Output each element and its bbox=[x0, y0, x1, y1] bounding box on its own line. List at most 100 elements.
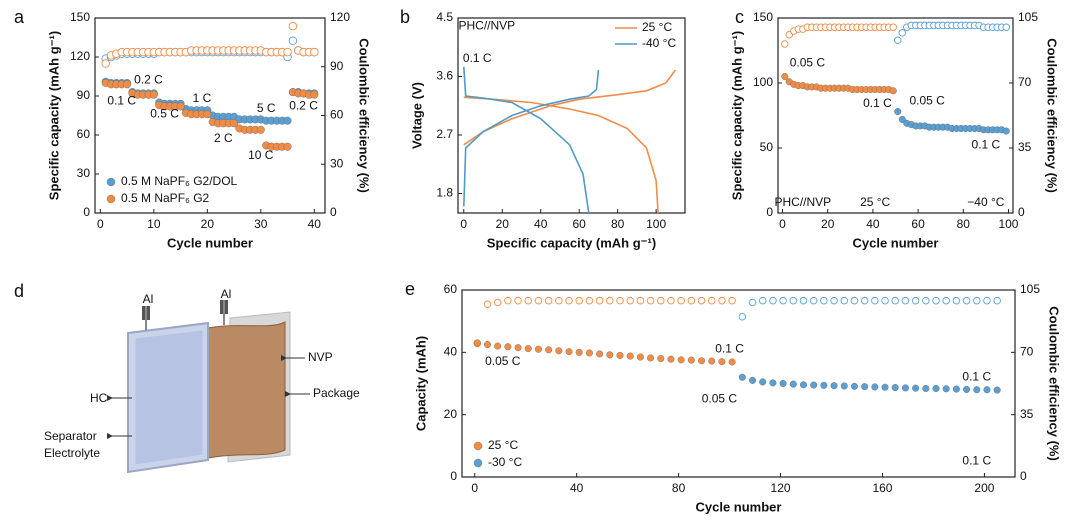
panel-label: e bbox=[405, 279, 415, 299]
capacity-point bbox=[616, 351, 624, 359]
ce-point bbox=[283, 47, 292, 57]
legend-swatch bbox=[473, 458, 483, 468]
y-tick-label: 20 bbox=[444, 407, 458, 421]
capacity-point bbox=[728, 358, 736, 366]
capacity-point bbox=[494, 342, 502, 350]
ce-point bbox=[657, 296, 665, 305]
x-tick-label: 200 bbox=[974, 481, 994, 495]
ce-point bbox=[973, 296, 981, 305]
ce-point bbox=[799, 296, 808, 305]
capacity-point bbox=[149, 90, 158, 99]
ce-point bbox=[544, 296, 553, 305]
y-tick-label: 2.7 bbox=[436, 127, 453, 141]
capacity-point bbox=[861, 383, 869, 391]
annotation: −40 °C bbox=[967, 195, 1004, 209]
label: NVP bbox=[308, 350, 333, 364]
annotation: 0.1 C bbox=[715, 341, 744, 355]
capacity-point bbox=[769, 379, 777, 387]
annotation: 0.1 C bbox=[962, 369, 991, 383]
ce-point bbox=[781, 40, 789, 48]
label: Al bbox=[221, 287, 232, 301]
ce-point bbox=[769, 296, 777, 305]
x-tick-label: 120 bbox=[771, 481, 791, 495]
x-tick-label: 60 bbox=[573, 217, 587, 231]
capacity-point bbox=[912, 384, 920, 392]
y2-tick-label: 0 bbox=[330, 205, 337, 219]
ce-point bbox=[962, 296, 971, 305]
legend-swatch bbox=[106, 177, 116, 187]
x-tick-label: 20 bbox=[496, 217, 510, 231]
capacity-point bbox=[738, 373, 746, 381]
ce-point bbox=[840, 296, 849, 305]
label: Al bbox=[143, 292, 154, 306]
x-tick-label: 40 bbox=[308, 217, 322, 231]
capacity-point bbox=[881, 383, 889, 391]
capacity-point bbox=[123, 80, 132, 89]
ce-point bbox=[898, 29, 907, 37]
capacity-point bbox=[176, 102, 185, 111]
capacity-point bbox=[894, 108, 902, 116]
capacity-point bbox=[504, 343, 512, 351]
x-axis-label: Specific capacity (mAh g⁻¹) bbox=[487, 235, 656, 250]
label: Separator bbox=[44, 429, 97, 443]
ce-point bbox=[758, 296, 767, 305]
capacity-point bbox=[781, 72, 789, 80]
y2-tick-label: 60 bbox=[330, 108, 344, 122]
y2-tick-label: 90 bbox=[330, 59, 344, 73]
y-tick-label: 40 bbox=[444, 345, 458, 359]
legend-swatch bbox=[106, 194, 116, 204]
chart-panel: b 0 20 40 60 80 100 1.8 2.7 3.6 4.5 Specific capaci… bbox=[400, 7, 686, 250]
capacity-point bbox=[698, 357, 706, 365]
y-tick-label: 0 bbox=[450, 469, 457, 483]
capacity-point bbox=[230, 119, 239, 128]
capacity-point bbox=[840, 382, 848, 390]
capacity-point bbox=[830, 382, 838, 390]
ce-point bbox=[860, 296, 869, 305]
capacity-point bbox=[789, 380, 797, 388]
ce-point bbox=[310, 47, 319, 57]
x-tick-label: 40 bbox=[866, 217, 880, 231]
x-tick-label: 30 bbox=[254, 217, 268, 231]
y-tick-label: 50 bbox=[760, 140, 774, 154]
legend-label: 0.5 M NaPF₆ G2 bbox=[121, 191, 210, 205]
capacity-point bbox=[932, 384, 940, 392]
panel-label: b bbox=[400, 7, 410, 27]
legend-label: -30 °C bbox=[488, 455, 522, 469]
ce-point bbox=[646, 296, 655, 305]
annotation: PHC//NVP bbox=[459, 19, 516, 33]
y-tick-label: 100 bbox=[753, 75, 773, 89]
y2-tick-label: 105 bbox=[1020, 282, 1040, 296]
y-tick-label: 60 bbox=[77, 127, 91, 141]
x-tick-label: 80 bbox=[957, 217, 971, 231]
y2-tick-label: 70 bbox=[1018, 75, 1032, 89]
capacity-point bbox=[545, 346, 553, 354]
capacity-point bbox=[850, 382, 858, 390]
y-tick-label: 0 bbox=[83, 205, 90, 219]
ce-point bbox=[697, 296, 706, 305]
ce-point bbox=[942, 296, 950, 305]
y-tick-label: 150 bbox=[753, 10, 773, 24]
ce-point bbox=[288, 36, 298, 46]
annotation: 1 C bbox=[193, 91, 212, 105]
ce-point bbox=[626, 296, 634, 305]
ce-point bbox=[707, 296, 716, 305]
capacity-point bbox=[718, 358, 726, 366]
capacity-point bbox=[922, 384, 930, 392]
label: Electrolyte bbox=[44, 446, 100, 460]
y-tick-label: 30 bbox=[77, 166, 91, 180]
y2-tick-label: 70 bbox=[1020, 345, 1034, 359]
legend-label: 0.5 M NaPF₆ G2/DOL bbox=[121, 174, 238, 188]
x-tick-label: 10 bbox=[147, 217, 161, 231]
label: HC bbox=[90, 391, 108, 405]
x-tick-label: 100 bbox=[646, 217, 666, 231]
capacity-point bbox=[973, 386, 981, 394]
capacity-point bbox=[963, 385, 971, 393]
ce-point bbox=[871, 296, 879, 305]
ce-point bbox=[687, 296, 696, 305]
series-line bbox=[463, 66, 600, 214]
ce-point bbox=[524, 296, 533, 305]
ce-point bbox=[789, 296, 798, 305]
capacity-point bbox=[310, 90, 319, 99]
capacity-point bbox=[483, 341, 491, 349]
capacity-point bbox=[952, 385, 960, 393]
